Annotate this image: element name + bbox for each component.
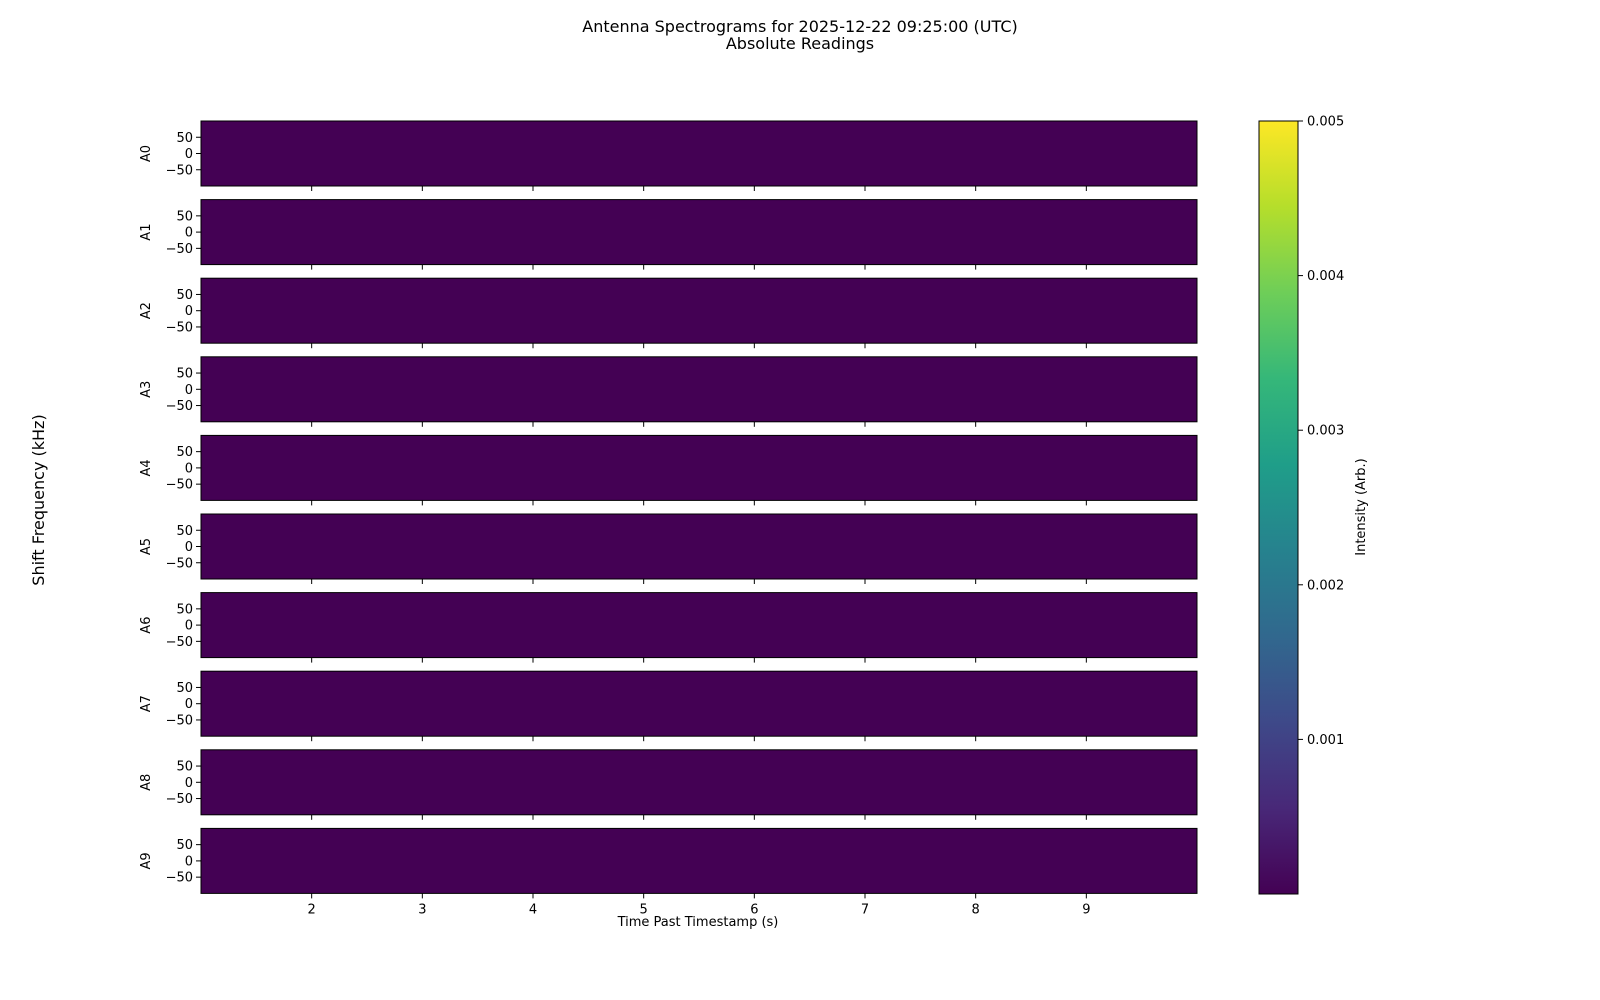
colorbar-tick-label: 0.002: [1307, 578, 1344, 593]
x-tick-label: 3: [418, 902, 426, 917]
panel-a0: 500−50 A0: [139, 120, 1198, 191]
y-tick-label: −50: [166, 792, 193, 807]
colorbar-tick-label: 0.005: [1307, 115, 1344, 130]
x-axis: 2 3 4 5 6 7 8 9: [308, 902, 1091, 917]
y-tick-label: −50: [166, 163, 193, 178]
y-tick-label: 0: [185, 854, 193, 869]
y-tick-label: 50: [176, 760, 193, 775]
spectrogram-a4: [200, 434, 1198, 501]
antenna-label-a6: A6: [139, 617, 154, 634]
y-tick-label: 0: [185, 383, 193, 398]
colorbar-gradient: [1258, 120, 1299, 895]
antenna-label-a1: A1: [139, 224, 154, 241]
antenna-label-a4: A4: [139, 459, 154, 476]
y-tick-label: 0: [185, 619, 193, 634]
colorbar-tick-label: 0.004: [1307, 269, 1344, 284]
panel-a8: 500−50 A8: [139, 749, 1198, 820]
panel-a1: 50 0−50 A1: [139, 199, 1198, 270]
y-tick-label: 0: [185, 540, 193, 555]
y-tick-label: −50: [166, 478, 193, 493]
x-axis-label: Time Past Timestamp (s): [617, 915, 779, 930]
chart-title: Antenna Spectrograms for 2025-12-22 09:2…: [582, 17, 1017, 36]
x-tick-label: 9: [1082, 902, 1090, 917]
x-tick-label: 5: [640, 902, 648, 917]
spectrogram-a8: [200, 749, 1198, 816]
panel-a2: 500−50 A2: [139, 277, 1198, 349]
y-tick-label: 50: [176, 367, 193, 382]
y-tick-label: −50: [166, 713, 193, 728]
colorbar: 0.001 0.002 0.003 0.004 0.005 Intensity (Arb…: [1258, 115, 1369, 895]
y-tick-label: 0: [185, 147, 193, 162]
antenna-label-a7: A7: [139, 695, 154, 712]
y-axis-label: Shift Frequency (kHz): [29, 414, 48, 585]
antenna-label-a2: A2: [139, 302, 154, 319]
x-tick-label: 6: [750, 902, 758, 917]
y-tick-label: 50: [176, 445, 193, 460]
x-tick-label: 4: [529, 902, 537, 917]
y-tick-label: 0: [185, 776, 193, 791]
colorbar-tick-label: 0.001: [1307, 733, 1344, 748]
y-tick-label: −50: [166, 556, 193, 571]
y-tick-label: 50: [176, 288, 193, 303]
colorbar-tick-label: 0.003: [1307, 424, 1344, 439]
y-tick-label: 50: [176, 131, 193, 146]
y-tick-label: 50: [176, 602, 193, 617]
spectrogram-a2: [200, 277, 1198, 344]
x-tick-label: 8: [972, 902, 980, 917]
panel-a6: 50 0−50 A6: [139, 592, 1198, 663]
panel-a7: 500−50 A7: [139, 670, 1198, 742]
y-tick-label: 50: [176, 209, 193, 224]
y-tick-label: 0: [185, 697, 193, 712]
spectrogram-a3: [200, 356, 1198, 423]
y-tick-label: −50: [166, 399, 193, 414]
spectrogram-a5: [200, 513, 1198, 580]
y-tick-label: 0: [185, 226, 193, 241]
antenna-label-a0: A0: [139, 145, 154, 162]
panel-a3: 500−50 A3: [139, 356, 1198, 427]
spectrogram-a7: [200, 670, 1198, 737]
antenna-label-a9: A9: [139, 852, 154, 869]
panel-a5: 500−50 A5: [139, 513, 1198, 584]
y-tick-label: −50: [166, 320, 193, 335]
x-tick-label: 7: [861, 902, 869, 917]
y-tick-label: 50: [176, 681, 193, 696]
spectrogram-panels: 500−50A0500−50A1500−50A2500−50A3500−50A4…: [139, 120, 1198, 899]
y-tick-label: −50: [166, 635, 193, 650]
x-tick-label: 2: [308, 902, 316, 917]
spectrogram-a0: [200, 120, 1198, 187]
panel-a9: 500 −50 A9: [139, 827, 1198, 899]
y-tick-label: −50: [166, 242, 193, 257]
spectrogram-a6: [200, 592, 1198, 659]
panel-a4: 500 −50 A4: [139, 434, 1198, 506]
y-tick-label: 50: [176, 524, 193, 539]
y-tick-label: 50: [176, 838, 193, 853]
spectrogram-a1: [200, 199, 1198, 266]
y-tick-label: 0: [185, 304, 193, 319]
colorbar-label: Intensity (Arb.): [1354, 458, 1369, 555]
antenna-label-a8: A8: [139, 774, 154, 791]
chart-subtitle: Absolute Readings: [726, 34, 874, 53]
antenna-label-a5: A5: [139, 538, 154, 555]
y-tick-label: −50: [166, 871, 193, 886]
y-tick-label: 0: [185, 461, 193, 476]
spectrogram-a9: [200, 827, 1198, 894]
antenna-label-a3: A3: [139, 381, 154, 398]
